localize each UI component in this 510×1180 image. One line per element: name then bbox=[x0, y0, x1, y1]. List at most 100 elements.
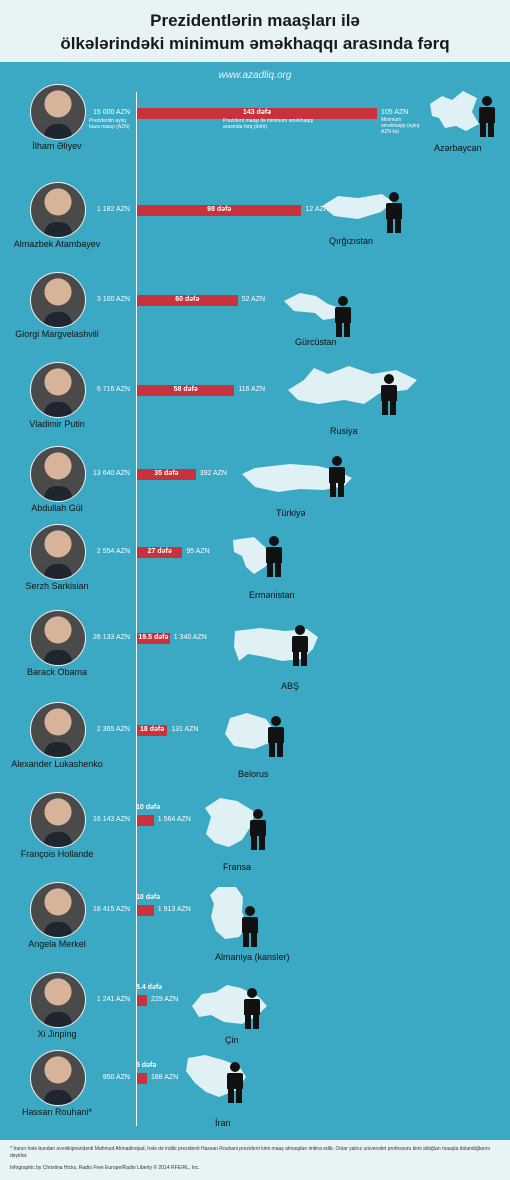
person-icon-part bbox=[269, 536, 279, 546]
min-salary-label: 105 AZN bbox=[381, 109, 409, 116]
person-icon-part bbox=[390, 400, 396, 415]
person-icon-part bbox=[479, 107, 495, 123]
person-icon-part bbox=[338, 296, 348, 306]
person-icon-part bbox=[230, 1062, 240, 1072]
person-icon bbox=[265, 716, 287, 758]
president-photo bbox=[30, 84, 86, 140]
country-label: Almaniya (kansler) bbox=[215, 952, 290, 962]
person-icon-part bbox=[330, 482, 336, 497]
ratio-label: 60 dəfə bbox=[175, 296, 200, 303]
ratio-bar bbox=[137, 633, 170, 644]
president-salary-label: 16 143 AZN bbox=[93, 816, 130, 823]
person-icon-part bbox=[271, 716, 281, 726]
person-icon bbox=[326, 456, 348, 498]
photo-suit-shape bbox=[44, 564, 72, 579]
min-salary-label: 95 AZN bbox=[186, 548, 210, 555]
person-icon-part bbox=[384, 374, 394, 384]
country-label: Belorus bbox=[238, 769, 269, 779]
photo-suit-shape bbox=[44, 402, 72, 417]
ratio-label: 10 dəfə bbox=[136, 894, 161, 901]
person-icon-part bbox=[228, 1088, 234, 1103]
ratio-bar bbox=[137, 547, 183, 558]
person-icon bbox=[383, 192, 405, 234]
explanatory-note: Prezident maaşı ilə minimum əməkhaqqı ar… bbox=[223, 118, 314, 130]
president-photo bbox=[30, 446, 86, 502]
photo-suit-shape bbox=[44, 1090, 72, 1105]
ratio-label: 5.4 dəfə bbox=[136, 984, 163, 991]
country-label: Çin bbox=[225, 1035, 239, 1045]
country-label: Azərbaycan bbox=[434, 143, 482, 153]
person-icon-part bbox=[488, 122, 494, 137]
ratio-label: 27 dəfə bbox=[147, 548, 172, 555]
person-icon-part bbox=[293, 651, 299, 666]
person-icon-part bbox=[482, 96, 492, 106]
min-salary-label: 52 AZN bbox=[241, 296, 266, 303]
photo-suit-shape bbox=[44, 312, 72, 327]
person-icon-part bbox=[480, 122, 486, 137]
country-map bbox=[233, 537, 272, 574]
person-icon-part bbox=[335, 307, 351, 323]
president-photo bbox=[30, 702, 86, 758]
country-label: Türkiyə bbox=[276, 508, 306, 518]
ratio-label: 35 dəfə bbox=[154, 470, 179, 477]
country-map bbox=[205, 798, 255, 847]
country-label: ABŞ bbox=[281, 681, 300, 691]
president-salary-label: 13 640 AZN bbox=[93, 470, 130, 477]
president-photo bbox=[30, 792, 86, 848]
president-salary-label: 26 133 AZN bbox=[93, 634, 130, 641]
person-icon-part bbox=[245, 906, 255, 916]
min-salary-label: 392 AZN bbox=[199, 470, 227, 477]
person-icon-part bbox=[332, 456, 342, 466]
president-name: Vladimir Putin bbox=[29, 419, 85, 429]
president-name: François Hollande bbox=[20, 849, 94, 859]
ratio-bar bbox=[137, 295, 238, 306]
person-icon-part bbox=[245, 1014, 251, 1029]
ratio-bar bbox=[137, 905, 154, 916]
president-name: Barack Obama bbox=[26, 667, 88, 677]
country-label: Rusiya bbox=[330, 426, 358, 436]
country-label: Ermənistan bbox=[249, 590, 295, 600]
president-photo bbox=[30, 362, 86, 418]
ratio-label: 18 dəfə bbox=[140, 726, 165, 733]
president-photo bbox=[30, 272, 86, 328]
country-map bbox=[210, 887, 248, 939]
president-name: Abdullah Gül bbox=[31, 503, 83, 513]
person-icon-part bbox=[275, 562, 281, 577]
president-photo bbox=[30, 524, 86, 580]
ratio-label: 98 dəfə bbox=[207, 206, 232, 213]
photo-suit-shape bbox=[44, 922, 72, 937]
person-icon-part bbox=[338, 482, 344, 497]
country-map bbox=[322, 194, 393, 219]
country-map bbox=[242, 464, 352, 492]
person-icon bbox=[378, 374, 400, 416]
ratio-bar bbox=[137, 995, 147, 1006]
person-icon-part bbox=[344, 322, 350, 337]
president-salary-label: 3 100 AZN bbox=[96, 296, 130, 303]
person-icon-part bbox=[268, 727, 284, 743]
person-icon-part bbox=[253, 1014, 259, 1029]
person-icon-part bbox=[292, 636, 308, 652]
person-icon-part bbox=[259, 835, 265, 850]
president-name: Alexander Lukashenko bbox=[11, 759, 103, 769]
country-map bbox=[284, 293, 343, 320]
person-icon-part bbox=[389, 192, 399, 202]
person-icon-part bbox=[269, 742, 275, 757]
explanatory-note: Minimum əməkhaqqı (aylıq AZN ilə) bbox=[381, 117, 420, 135]
person-icon-part bbox=[251, 835, 257, 850]
photo-suit-shape bbox=[44, 1012, 72, 1027]
president-name: Serzh Sarkisian bbox=[25, 581, 89, 591]
page-title-line-2: ölkələrindəki minimum əməkhaqqı arasında… bbox=[60, 34, 450, 53]
president-name: İlham Əliyev bbox=[32, 141, 82, 151]
person-icon bbox=[239, 906, 261, 948]
president-salary-label: 1 182 AZN bbox=[96, 206, 130, 213]
person-icon-part bbox=[251, 932, 257, 947]
person-icon-part bbox=[253, 809, 263, 819]
person-icon bbox=[476, 96, 498, 138]
president-photo bbox=[30, 882, 86, 938]
country-label: Gürcüstan bbox=[295, 337, 337, 347]
min-salary-label: 1 564 AZN bbox=[157, 816, 191, 823]
person-icon-part bbox=[247, 988, 257, 998]
president-name: Almazbek Atambayev bbox=[13, 239, 101, 249]
person-icon bbox=[247, 809, 269, 851]
min-salary-label: 116 AZN bbox=[238, 386, 266, 393]
